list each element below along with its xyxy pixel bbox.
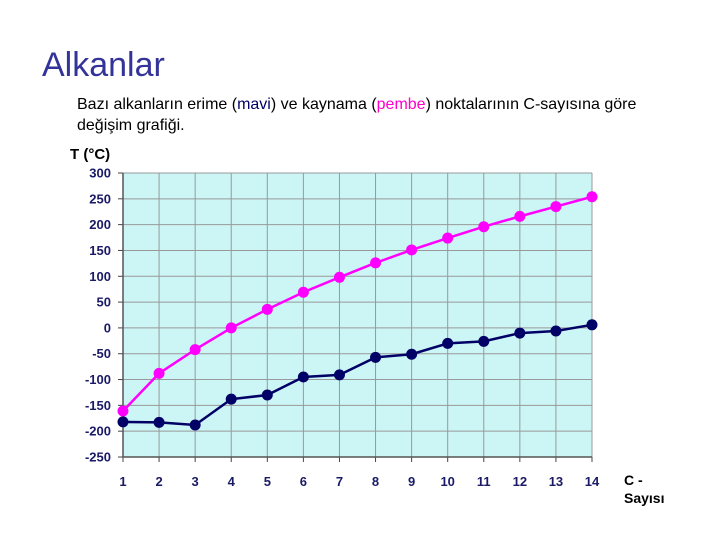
subtitle-part-3: ) ve kaynama ( <box>270 96 377 113</box>
y-tick-label: -100 <box>85 372 111 387</box>
subtitle-part-5: ) noktalarının C-sayısına göre değişim g… <box>77 96 637 134</box>
melting-point <box>261 389 273 401</box>
x-tick-label: 14 <box>585 474 600 489</box>
x-tick-label: 13 <box>549 474 563 489</box>
boiling-point <box>550 201 562 213</box>
y-tick-label: 100 <box>89 269 111 284</box>
melting-point-line <box>122 323 593 427</box>
boiling-point <box>442 232 454 244</box>
y-tick-label: 300 <box>89 166 111 181</box>
x-axis-label: C - Sayısı <box>624 471 664 507</box>
boiling-point <box>514 210 526 222</box>
slide-title: Alkanlar <box>42 46 165 84</box>
boiling-point <box>225 322 237 334</box>
melting-point <box>189 419 201 431</box>
plot-area <box>123 173 592 457</box>
x-tick-label: 7 <box>336 474 343 489</box>
subtitle-boiling-word: pembe <box>376 96 426 113</box>
x-axis-label-text: C - Sayısı <box>624 472 664 506</box>
x-tick-label: 10 <box>440 474 454 489</box>
chart-description: Bazı alkanların erime (mavi) ve kaynama … <box>77 94 637 136</box>
y-tick-label: -250 <box>85 450 111 465</box>
y-tick-label: 200 <box>89 217 111 232</box>
x-tick-label: 4 <box>228 474 236 489</box>
y-tick-label: 0 <box>104 320 111 335</box>
x-axis-label-line-1: C - <box>624 472 643 488</box>
x-tick-label: 3 <box>192 474 199 489</box>
boiling-point <box>586 191 598 203</box>
x-tick-label: 2 <box>155 474 162 489</box>
subtitle-melting-word: mavi <box>237 96 271 113</box>
y-tick-label: 150 <box>89 243 111 258</box>
subtitle-part-1: Bazı alkanların erime ( <box>77 96 238 113</box>
x-axis-label-line-2: Sayısı <box>624 490 665 506</box>
melting-point <box>406 348 418 360</box>
y-tick-label: -150 <box>85 398 111 413</box>
y-tick-label: -200 <box>85 424 111 439</box>
x-tick-label: 5 <box>264 474 271 489</box>
boiling-point <box>189 344 201 356</box>
boiling-point <box>261 303 273 315</box>
x-tick-label: 6 <box>300 474 307 489</box>
y-tick-label: 250 <box>89 191 111 206</box>
y-axis-label: T (°C) <box>70 146 111 163</box>
melting-point <box>225 393 237 405</box>
x-tick-label: 9 <box>408 474 415 489</box>
melting-point <box>478 335 490 347</box>
boiling-point <box>406 244 418 256</box>
x-tick-label: 1 <box>119 474 126 489</box>
x-tick-label: 8 <box>372 474 379 489</box>
melting-point <box>297 371 309 383</box>
melting-point <box>333 369 345 381</box>
boiling-point <box>370 257 382 269</box>
melting-point <box>442 337 454 349</box>
boiling-point <box>117 405 129 417</box>
melting-point <box>153 416 165 428</box>
melting-point <box>370 351 382 363</box>
x-tick-label: 11 <box>477 474 491 489</box>
boiling-point-line <box>122 195 593 412</box>
melting-point <box>586 319 598 331</box>
melting-point <box>550 325 562 337</box>
boiling-point <box>297 286 309 298</box>
boiling-point <box>333 271 345 283</box>
y-tick-label: -50 <box>92 346 111 361</box>
x-tick-label: 12 <box>513 474 527 489</box>
melting-point <box>514 327 526 339</box>
boiling-point <box>478 221 490 233</box>
melting-point <box>117 416 129 428</box>
boiling-point <box>153 367 165 379</box>
y-tick-label: 50 <box>97 295 111 310</box>
